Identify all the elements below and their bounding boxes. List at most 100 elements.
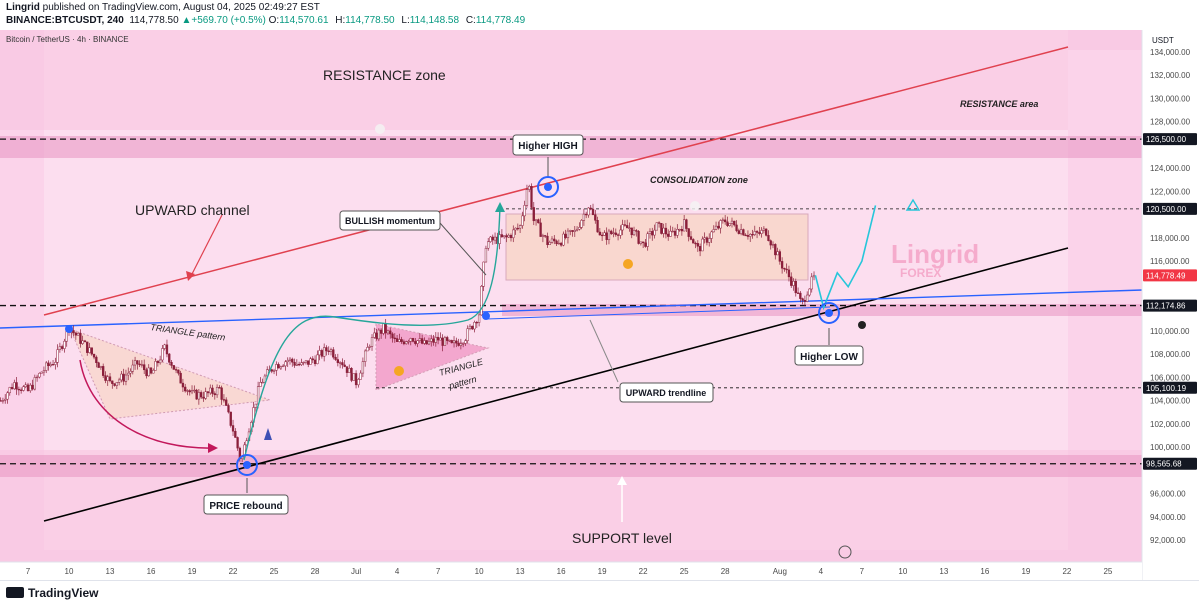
tradingview-logo[interactable]: TradingView — [6, 586, 98, 600]
event-marker-icon — [375, 124, 385, 134]
higher-low-box — [794, 345, 864, 366]
candle-body — [179, 372, 182, 384]
candle-body — [411, 338, 415, 342]
triangle-pattern-1 — [69, 328, 271, 420]
up-arrow-icon: ▲ — [181, 15, 192, 26]
candle-body — [436, 337, 440, 341]
blue-trendline — [0, 289, 1143, 329]
candle-body — [158, 359, 162, 364]
candle-body — [163, 344, 166, 349]
candle-body — [443, 337, 447, 346]
candle-body — [664, 227, 668, 235]
candle-body — [90, 347, 93, 355]
candle-body — [236, 437, 239, 449]
candle-body — [662, 227, 665, 234]
candle-body — [336, 359, 339, 364]
candle-body — [475, 321, 478, 324]
x-tick-label: 13 — [106, 567, 115, 576]
currency-label: USDT — [1152, 36, 1174, 45]
candle-body — [272, 370, 276, 372]
candle-body — [550, 238, 554, 243]
price-tag-label: 126,500.00 — [1146, 135, 1187, 144]
candle-body — [172, 365, 175, 370]
candle-body — [780, 261, 784, 269]
candle-body — [471, 325, 474, 330]
candle-body — [279, 366, 283, 369]
candle-body — [359, 372, 362, 380]
level-lines — [0, 138, 1142, 465]
price-tag — [1143, 457, 1197, 470]
time-axis[interactable] — [0, 562, 1142, 580]
candle-body — [352, 373, 355, 381]
candle-body — [111, 380, 114, 384]
candle-body — [129, 370, 132, 374]
candle-series — [0, 183, 816, 463]
snail-icon — [394, 366, 404, 376]
close-label: C: — [465, 15, 476, 26]
candle-body — [76, 333, 80, 336]
y-axis-ticks: 134,000.00 132,000.00 130,000.00 128,000.00… — [1150, 48, 1191, 545]
y-tick-label: 108,000.00 — [1150, 350, 1191, 359]
candle-body — [769, 240, 772, 246]
x-tick-label: 4 — [395, 567, 400, 576]
candle-body — [671, 230, 674, 233]
eye-icon — [858, 321, 866, 329]
candle-body — [138, 363, 141, 366]
candle-body — [45, 362, 48, 371]
candle-body — [639, 241, 643, 244]
candle-body — [318, 350, 321, 356]
candle-body — [623, 224, 627, 226]
candle-body — [676, 229, 679, 236]
y-tick-label: 102,000.00 — [1150, 420, 1191, 429]
candle-body — [621, 224, 624, 231]
momentum-pointer — [439, 222, 487, 276]
candle-body — [518, 225, 522, 229]
candle-body — [120, 373, 123, 381]
x-tick-label: 10 — [65, 567, 74, 576]
x-tick-label: 4 — [819, 567, 824, 576]
candle-body — [712, 229, 715, 233]
candle-body — [477, 314, 481, 323]
channel-pointer — [189, 214, 223, 279]
candle-body — [361, 361, 365, 374]
candle-body — [115, 382, 118, 386]
x-tick-label: 16 — [980, 567, 989, 576]
candle-body — [594, 214, 597, 221]
chart-area[interactable]: Lingrid FOREX Bitcoin / TetherUS · 4h · … — [0, 30, 1199, 580]
candle-body — [669, 230, 672, 237]
candle-body — [181, 382, 185, 388]
candle-body — [796, 292, 800, 294]
candle-body — [792, 280, 795, 286]
candle-body — [122, 373, 125, 382]
x-tick-label: 10 — [898, 567, 907, 576]
candle-body — [562, 233, 565, 246]
candle-body — [259, 382, 262, 387]
candle-body — [282, 365, 285, 367]
candle-body — [104, 375, 107, 381]
candle-body — [174, 369, 178, 371]
candle-body — [311, 358, 314, 361]
higher-low-label: Higher LOW — [800, 352, 858, 363]
snail-icon — [623, 259, 633, 269]
price-chart[interactable]: Lingrid FOREX Bitcoin / TetherUS · 4h · … — [0, 30, 1199, 580]
chart-header: Lingrid published on TradingView.com, Au… — [0, 0, 1199, 30]
candle-body — [480, 286, 483, 316]
candle-body — [61, 346, 64, 349]
y-tick-label: 134,000.00 — [1150, 48, 1191, 57]
candle-body — [790, 276, 793, 286]
candle-body — [746, 235, 750, 237]
candle-body — [610, 230, 613, 234]
candle-body — [739, 229, 743, 234]
publisher-name[interactable]: Lingrid — [6, 2, 40, 13]
candle-body — [338, 362, 342, 364]
candle-body — [398, 339, 401, 342]
symbol-label[interactable]: BINANCE:BTCUSDT, 240 — [6, 15, 124, 26]
candle-body — [785, 268, 788, 271]
candle-body — [297, 363, 301, 366]
candle-body — [464, 340, 467, 344]
candle-body — [270, 369, 273, 372]
candle-body — [384, 323, 387, 334]
candle-body — [427, 341, 431, 345]
candle-body — [286, 360, 289, 363]
candle-body — [414, 341, 417, 344]
